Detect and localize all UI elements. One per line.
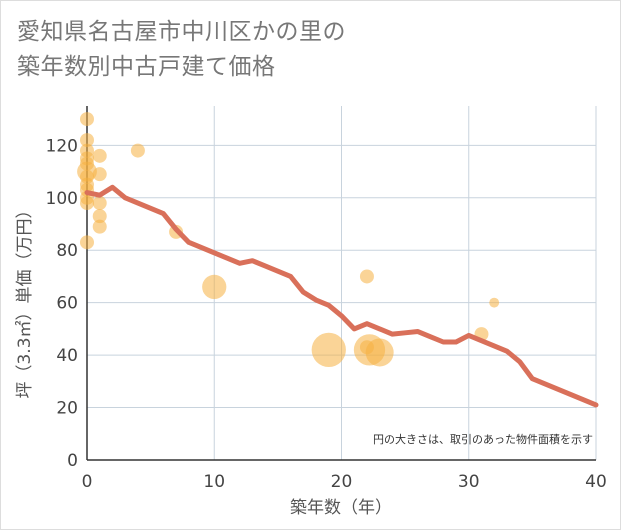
y-tick-label: 40 bbox=[56, 346, 78, 366]
bubble-size-note: 円の大きさは、取引のあった物件面積を示す bbox=[373, 432, 593, 446]
chart-title-line1: 愛知県名古屋市中川区かの里の bbox=[17, 19, 346, 45]
x-tick-label: 10 bbox=[203, 472, 225, 492]
trend-line bbox=[84, 184, 599, 408]
bubble-point bbox=[92, 167, 107, 182]
bubble-point bbox=[489, 297, 500, 308]
trend-line-group bbox=[84, 184, 599, 408]
chart-title-line2: 築年数別中古戸建て価格 bbox=[17, 54, 276, 80]
bubble-point bbox=[80, 235, 94, 250]
chart-title: 愛知県名古屋市中川区かの里の 築年数別中古戸建て価格 bbox=[17, 15, 346, 85]
bubble-point bbox=[92, 196, 107, 211]
bubble-point bbox=[311, 332, 346, 368]
y-tick-label: 60 bbox=[56, 294, 78, 314]
y-axis-ticks: 0 20 40 60 80 100 120 bbox=[46, 136, 78, 471]
y-tick-label: 100 bbox=[46, 189, 78, 209]
bubble-point bbox=[202, 274, 227, 300]
y-axis-title: 坪（3.3㎡）単価（万円） bbox=[15, 201, 35, 398]
scatter-bubbles bbox=[77, 112, 500, 368]
bubble-point bbox=[359, 269, 374, 284]
bubble-point bbox=[130, 143, 145, 158]
x-tick-label: 30 bbox=[458, 472, 480, 492]
x-axis-title: 築年数（年） bbox=[290, 498, 392, 518]
y-tick-label: 80 bbox=[56, 241, 78, 261]
x-tick-label: 0 bbox=[82, 472, 93, 492]
y-tick-label: 120 bbox=[46, 136, 78, 156]
x-axis-ticks: 0 10 20 30 40 bbox=[82, 472, 607, 492]
bubble-point bbox=[92, 209, 107, 224]
bubble-point bbox=[365, 338, 394, 367]
bubble-point bbox=[80, 133, 94, 148]
bubble-point bbox=[92, 148, 107, 163]
x-tick-label: 20 bbox=[331, 472, 353, 492]
bubble-point bbox=[80, 112, 94, 127]
bubble-point bbox=[80, 196, 94, 211]
y-tick-label: 20 bbox=[56, 399, 78, 419]
bubble-point bbox=[92, 219, 107, 234]
grid-lines bbox=[86, 106, 597, 461]
x-tick-label: 40 bbox=[585, 472, 607, 492]
y-tick-label: 0 bbox=[67, 451, 78, 471]
